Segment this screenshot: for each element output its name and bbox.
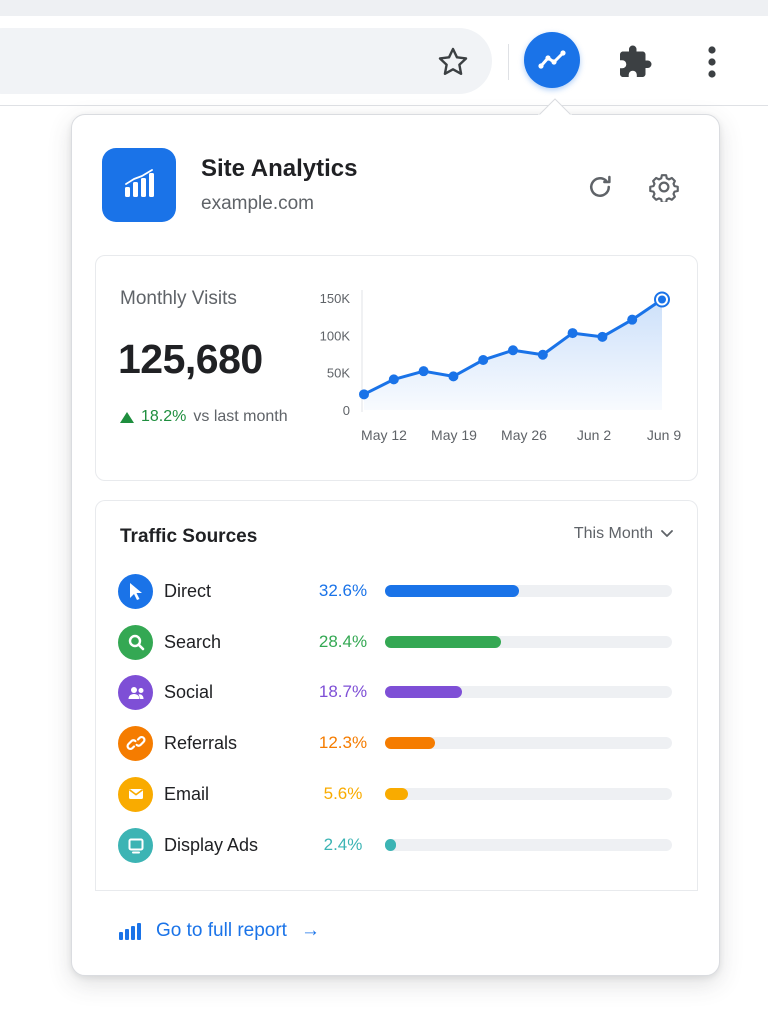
trend-line-icon: [538, 50, 566, 69]
cursor-icon: [118, 573, 153, 609]
stats-value: 125,680: [118, 336, 263, 382]
stats-label: Monthly Visits: [120, 288, 237, 309]
traffic-sources-title: Traffic Sources: [120, 526, 258, 547]
y-tick-label: 150K: [320, 291, 351, 306]
change-note: vs last month: [193, 408, 288, 425]
refresh-button[interactable]: [580, 167, 620, 207]
source-percent: 5.6%: [323, 784, 363, 803]
traffic-source-row[interactable]: Email 5.6%: [118, 776, 678, 812]
source-name: Social: [164, 681, 214, 702]
data-point: [478, 354, 489, 365]
data-point: [658, 295, 666, 304]
source-bar-track: [385, 839, 672, 851]
browser-toolbar: [0, 16, 768, 106]
link-icon: [118, 725, 153, 761]
source-bar-track: [385, 686, 672, 698]
traffic-source-row[interactable]: Search 28.4%: [118, 624, 678, 660]
triangle-up-icon: [120, 411, 134, 423]
refresh-icon: [590, 175, 611, 197]
source-bar-track: [385, 788, 672, 800]
y-tick-label: 50K: [327, 366, 350, 381]
mail-icon: [118, 776, 153, 812]
source-name: Direct: [164, 580, 212, 601]
visits-line-chart: 0 50K 100K 150K May 12 May 19 May 26 Jun 2 Jun 9: [320, 290, 681, 443]
analytics-extension-button[interactable]: [524, 32, 580, 88]
gear-icon: [649, 174, 679, 202]
data-point: [448, 371, 459, 382]
source-bar-track: [385, 585, 672, 597]
x-tick-label: May 19: [431, 427, 477, 443]
full-report-label: Go to full report: [156, 920, 287, 941]
data-point: [508, 345, 518, 356]
search-icon: [118, 624, 153, 660]
more-vert-icon: [708, 46, 716, 78]
star-outline-icon: [438, 47, 468, 75]
address-bar[interactable]: [0, 28, 492, 94]
popup-caret: [538, 98, 572, 116]
toolbar-divider: [508, 44, 509, 80]
traffic-source-row[interactable]: Social 18.7%: [118, 674, 678, 710]
traffic-source-row[interactable]: Referrals 12.3%: [118, 725, 678, 761]
source-bar-track: [385, 737, 672, 749]
site-domain: example.com: [201, 193, 314, 214]
x-tick-label: Jun 2: [577, 427, 611, 443]
traffic-source-row[interactable]: Display Ads 2.4%: [118, 827, 678, 863]
source-percent: 28.4%: [318, 632, 368, 651]
monthly-visits-card: Monthly Visits 125,680 18.2% vs last mon…: [95, 255, 698, 481]
source-bar-fill: [385, 585, 519, 597]
app-logo: [102, 148, 176, 222]
change-percent: 18.2%: [141, 408, 187, 425]
data-point: [627, 314, 638, 325]
bar-chart-icon: [119, 923, 141, 940]
data-point: [359, 389, 369, 400]
traffic-source-row[interactable]: Direct 32.6%: [118, 573, 678, 609]
source-percent: 18.7%: [318, 682, 368, 701]
source-name: Display Ads: [164, 834, 259, 855]
browser-tab-strip: [0, 0, 768, 16]
traffic-sources-card: Traffic Sources This Month Direct 32.6% Se…: [95, 500, 698, 890]
source-bar-fill: [385, 737, 436, 749]
source-bar-fill: [385, 686, 462, 698]
data-point: [418, 366, 429, 377]
source-bar-fill: [385, 839, 397, 851]
monitor-icon: [118, 827, 153, 863]
extension-popup: Site Analytics example.com Monthly Visit…: [71, 114, 720, 976]
puzzle-icon: [620, 45, 652, 77]
source-bar-track: [385, 636, 672, 648]
data-point: [567, 328, 578, 339]
extensions-puzzle-button[interactable]: [614, 42, 656, 82]
source-percent: 32.6%: [318, 581, 368, 600]
settings-button[interactable]: [644, 167, 684, 207]
period-dropdown-value: This Month: [573, 525, 653, 542]
y-tick-label: 0: [343, 403, 350, 418]
source-percent: 12.3%: [318, 733, 368, 752]
source-name: Search: [164, 631, 222, 652]
period-dropdown[interactable]: This Month: [574, 525, 673, 543]
full-report-link[interactable]: Go to full report →: [118, 920, 320, 942]
x-tick-label: May 26: [501, 427, 547, 443]
chevron-down-icon: [661, 530, 673, 537]
arrow-right-icon: →: [300, 920, 320, 941]
x-tick-label: May 12: [361, 427, 407, 443]
x-tick-label: Jun 9: [647, 427, 681, 443]
stats-change: 18.2% vs last month: [120, 408, 288, 426]
source-bar-fill: [385, 788, 408, 800]
browser-menu-button[interactable]: [696, 40, 728, 84]
source-bar-fill: [385, 636, 502, 648]
bar-chart-icon: [125, 169, 154, 197]
bookmark-star-button[interactable]: [434, 43, 472, 81]
data-point: [388, 374, 399, 385]
source-name: Referrals: [164, 732, 238, 753]
y-tick-label: 100K: [320, 328, 351, 343]
source-percent: 2.4%: [323, 835, 363, 854]
source-name: Email: [164, 783, 210, 804]
data-point: [597, 331, 608, 342]
data-point: [537, 349, 548, 360]
footer-divider: [95, 890, 698, 891]
app-title: Site Analytics: [201, 155, 358, 182]
people-icon: [118, 674, 153, 710]
